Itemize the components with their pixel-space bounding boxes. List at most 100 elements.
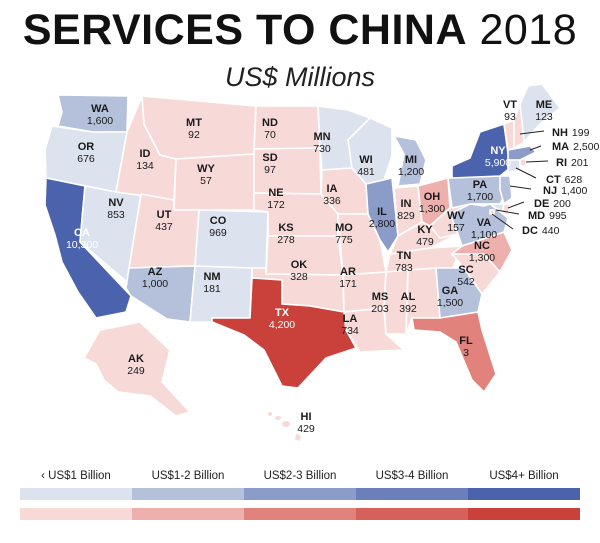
state-value: 440 — [542, 225, 560, 237]
state-label-ny: NY 5,900 — [485, 145, 511, 169]
legend-blue-swatch-5 — [468, 488, 580, 500]
state-abbr: MS — [372, 291, 389, 303]
state-il — [365, 177, 399, 253]
state-abbr: ND — [262, 117, 278, 129]
state-abbr: FL — [459, 335, 473, 347]
state-nj — [499, 175, 513, 205]
state-label-me: ME 123 — [535, 99, 553, 123]
state-label-tx: TX 4,200 — [269, 307, 295, 331]
leader-line-nh — [519, 130, 545, 135]
state-value: 199 — [572, 127, 590, 139]
state-label-mn: MN 730 — [313, 131, 331, 155]
state-label-ca: CA 10,300 — [66, 227, 98, 251]
state-value: 1,700 — [467, 191, 493, 203]
state-label-ne: NE 172 — [267, 187, 285, 211]
state-label-pa: PA 1,700 — [467, 179, 493, 203]
state-ms — [383, 269, 409, 335]
state-hi-island-1 — [282, 421, 290, 427]
state-fl — [411, 311, 497, 393]
state-abbr: GA — [442, 285, 459, 297]
state-abbr: LA — [343, 313, 358, 325]
state-label-ok: OK 328 — [290, 259, 308, 283]
state-label-md: MD 995 — [528, 210, 567, 222]
state-value: 4,200 — [269, 319, 295, 331]
state-abbr: RI — [556, 157, 567, 169]
page-title: SERVICES TO CHINA 2018 — [0, 6, 600, 55]
state-label-id: ID 134 — [136, 148, 154, 172]
state-label-mi: MI 1,200 — [398, 154, 424, 178]
state-abbr: WV — [447, 210, 465, 222]
state-abbr: TX — [275, 307, 290, 319]
state-abbr: MD — [528, 210, 545, 222]
state-label-ky: KY 479 — [416, 224, 434, 248]
legend-blue-swatch-1 — [20, 488, 132, 500]
state-co — [194, 209, 269, 271]
state-label-hi: HI 429 — [297, 411, 315, 435]
state-value: 172 — [267, 199, 285, 211]
state-abbr: AZ — [148, 266, 163, 278]
state-abbr: VT — [503, 99, 517, 111]
state-value: 249 — [127, 365, 145, 377]
state-abbr: NC — [474, 240, 490, 252]
state-label-nh: NH 199 — [552, 127, 590, 139]
leader-line-ma — [529, 145, 542, 151]
state-value: 336 — [323, 195, 341, 207]
legend-blue-swatch-3 — [244, 488, 356, 500]
state-label-oh: OH 1,300 — [419, 191, 445, 215]
state-abbr: DE — [534, 198, 549, 210]
state-value: 328 — [290, 271, 308, 283]
state-ri — [519, 157, 527, 167]
leader-line-ri — [525, 160, 549, 163]
state-abbr: AR — [340, 266, 356, 278]
state-value: 3 — [463, 347, 469, 359]
state-label-nv: NV 853 — [107, 197, 125, 221]
state-label-il: IL 2,800 — [369, 206, 395, 230]
legend-red-swatch-3 — [244, 508, 356, 520]
state-value: 429 — [297, 423, 315, 435]
state-label-ar: AR 171 — [339, 266, 357, 290]
legend-blue-swatch-2 — [132, 488, 244, 500]
state-label-ks: KS 278 — [277, 222, 295, 246]
state-value: 676 — [77, 153, 95, 165]
state-label-nj: NJ 1,400 — [543, 185, 587, 197]
state-value: 734 — [341, 325, 359, 337]
state-abbr: CO — [210, 215, 227, 227]
state-value: 134 — [136, 160, 154, 172]
leader-line-nj — [509, 185, 532, 190]
state-abbr: NV — [108, 197, 124, 209]
state-abbr: NY — [490, 145, 506, 157]
state-value: 2,800 — [369, 218, 395, 230]
state-value: 5,900 — [485, 157, 511, 169]
state-value: 730 — [313, 143, 331, 155]
state-abbr: MT — [186, 117, 202, 129]
state-wi — [347, 117, 393, 185]
state-abbr: AL — [401, 291, 416, 303]
legend-label-1: ‹ US$1 Billion — [41, 470, 111, 482]
state-label-ga: GA 1,500 — [437, 285, 463, 309]
state-label-ut: UT 437 — [155, 209, 173, 233]
state-value: 200 — [553, 198, 571, 210]
state-value: 1,100 — [471, 229, 497, 241]
state-label-nm: NM 181 — [203, 271, 221, 295]
state-label-vt: VT 93 — [503, 99, 517, 123]
state-value: 97 — [264, 164, 276, 176]
state-dc — [489, 209, 495, 215]
state-value: 1,400 — [561, 185, 587, 197]
legend-label-2: US$1-2 Billion — [151, 470, 225, 482]
state-value: 479 — [416, 236, 434, 248]
state-label-de: DE 200 — [534, 198, 571, 210]
state-abbr: UT — [157, 209, 172, 221]
state-label-wa: WA 1,600 — [87, 103, 113, 127]
state-ga — [435, 267, 483, 319]
state-tx — [211, 277, 357, 389]
state-abbr: NJ — [543, 185, 557, 197]
leader-line-de — [507, 201, 525, 209]
state-value: 157 — [447, 222, 465, 234]
state-label-nc: NC 1,300 — [469, 240, 495, 264]
state-label-ak: AK 249 — [127, 353, 145, 377]
state-value: 123 — [535, 111, 553, 123]
state-abbr: DC — [522, 225, 538, 237]
state-value: 278 — [277, 234, 295, 246]
state-abbr: NE — [268, 187, 283, 199]
state-value: 10,300 — [66, 239, 98, 251]
